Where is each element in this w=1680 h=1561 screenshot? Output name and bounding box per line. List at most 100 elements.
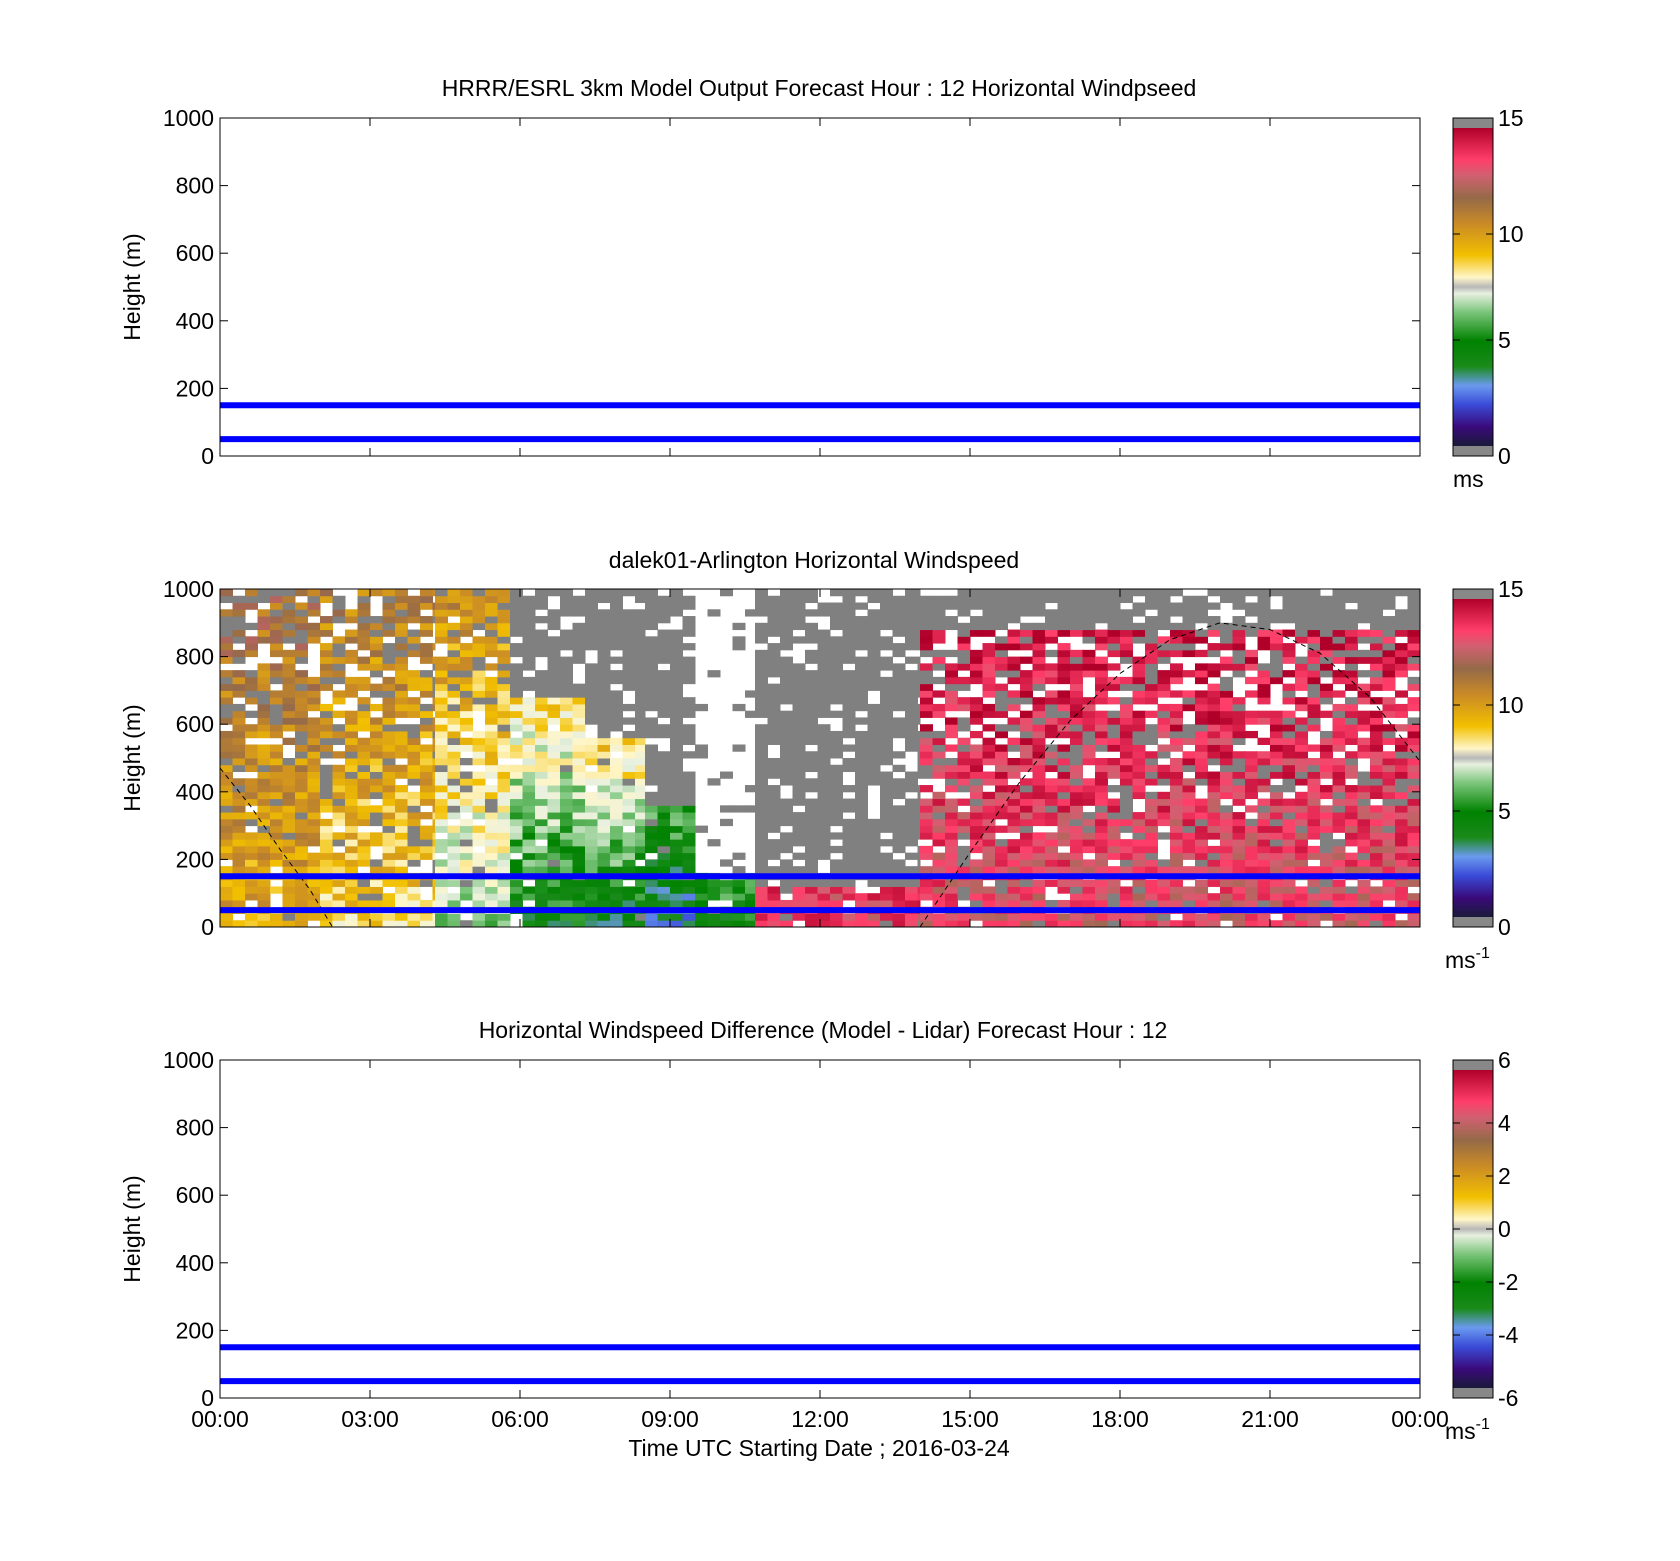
heatmap-cell — [1207, 643, 1221, 651]
heatmap-cell — [720, 818, 733, 827]
heatmap-cell — [1270, 818, 1283, 827]
heatmap-cell — [485, 751, 498, 759]
heatmap-cell — [1057, 852, 1071, 860]
heatmap-cell — [780, 683, 793, 691]
heatmap-cell — [560, 744, 573, 752]
heatmap-cell — [995, 710, 1008, 718]
heatmap-cell — [332, 798, 346, 806]
heatmap-cell — [1232, 859, 1246, 867]
heatmap-cell — [307, 744, 321, 752]
heatmap-cell — [982, 899, 996, 908]
heatmap-cell — [1345, 737, 1358, 745]
heatmap-cell — [472, 730, 486, 739]
heatmap-cell — [1345, 785, 1358, 793]
heatmap-cell — [560, 629, 573, 637]
heatmap-cell — [522, 663, 536, 671]
heatmap-cell — [880, 899, 893, 908]
heatmap-cell — [635, 629, 646, 637]
heatmap-cell — [1332, 785, 1346, 793]
heatmap-cell — [220, 818, 233, 827]
heatmap-cell — [522, 744, 536, 752]
heatmap-cell — [610, 697, 623, 705]
heatmap-cell — [1007, 845, 1021, 854]
heatmap-cell — [447, 744, 461, 752]
heatmap-cell — [982, 649, 996, 658]
heatmap-cell — [1320, 649, 1333, 658]
heatmap-cell — [1132, 670, 1146, 678]
heatmap-cell — [1082, 859, 1096, 867]
heatmap-cell — [622, 805, 636, 813]
heatmap-cell — [1295, 832, 1308, 840]
heatmap-cell — [1370, 778, 1383, 786]
heatmap-cell — [1345, 764, 1358, 773]
heatmap-cell — [1270, 791, 1283, 800]
heatmap-cell — [1332, 670, 1346, 678]
heatmap-cell — [510, 697, 523, 705]
heatmap-cell — [1395, 778, 1408, 786]
heatmap-cell — [535, 825, 548, 833]
heatmap-cell — [295, 832, 308, 840]
heatmap-cell — [792, 589, 806, 597]
heatmap-cell — [892, 805, 906, 813]
heatmap-cell — [880, 656, 893, 664]
heatmap-cell — [842, 616, 856, 624]
heatmap-cell — [1195, 771, 1208, 779]
heatmap-cell — [257, 771, 271, 779]
heatmap-cell — [1407, 744, 1421, 752]
heatmap-cell — [932, 791, 946, 800]
heatmap-cell — [1282, 771, 1296, 779]
heatmap-cell — [485, 622, 498, 631]
heatmap-cell — [435, 683, 448, 691]
heatmap-cell — [745, 893, 756, 901]
heatmap-cell — [1382, 676, 1396, 685]
heatmap-cell — [932, 602, 946, 610]
heatmap-cell — [792, 703, 806, 712]
heatmap-cell — [1320, 866, 1333, 874]
heatmap-cell — [407, 697, 421, 705]
heatmap-cell — [682, 879, 696, 887]
heatmap-cell — [957, 703, 971, 712]
heatmap-cell — [320, 771, 333, 779]
heatmap-cell — [585, 825, 598, 833]
heatmap-cell — [1170, 778, 1183, 786]
heatmap-cell — [357, 656, 371, 664]
heatmap-cell — [420, 703, 433, 712]
heatmap-cell — [1107, 832, 1121, 840]
heatmap-cell — [1032, 676, 1046, 685]
heatmap-cell — [780, 724, 793, 732]
heatmap-cell — [485, 663, 498, 671]
heatmap-cell — [245, 622, 258, 631]
heatmap-cell — [1170, 730, 1183, 739]
heatmap-cell — [805, 812, 818, 820]
heatmap-cell — [1020, 656, 1033, 664]
heatmap-cell — [597, 683, 611, 691]
heatmap-cell — [1145, 683, 1158, 691]
heatmap-cell — [295, 764, 308, 773]
heatmap-cell — [1145, 602, 1158, 610]
heatmap-cell — [535, 724, 548, 732]
heatmap-cell — [1095, 724, 1108, 732]
heatmap-cell — [1045, 866, 1058, 874]
heatmap-cell — [1032, 710, 1046, 718]
heatmap-cell — [610, 602, 623, 610]
heatmap-cell — [485, 798, 498, 806]
heatmap-cell — [982, 602, 996, 610]
heatmap-cell — [1232, 710, 1246, 718]
heatmap-cell — [1182, 758, 1196, 766]
heatmap-cell — [257, 683, 271, 691]
heatmap-cell — [830, 812, 843, 820]
heatmap-cell — [510, 602, 523, 610]
heatmap-cell — [1282, 818, 1296, 827]
heatmap-cell — [622, 785, 636, 793]
heatmap-cell — [970, 805, 983, 813]
heatmap-cell — [407, 839, 421, 847]
heatmap-cell — [447, 778, 461, 786]
heatmap-cell — [535, 589, 548, 597]
heatmap-cell — [220, 730, 233, 739]
heatmap-cell — [420, 899, 433, 908]
heatmap-cell — [1145, 852, 1158, 860]
heatmap-cell — [1270, 845, 1283, 854]
heatmap-cell — [1170, 818, 1183, 827]
heatmap-cell — [560, 589, 573, 597]
heatmap-cell — [635, 832, 646, 840]
